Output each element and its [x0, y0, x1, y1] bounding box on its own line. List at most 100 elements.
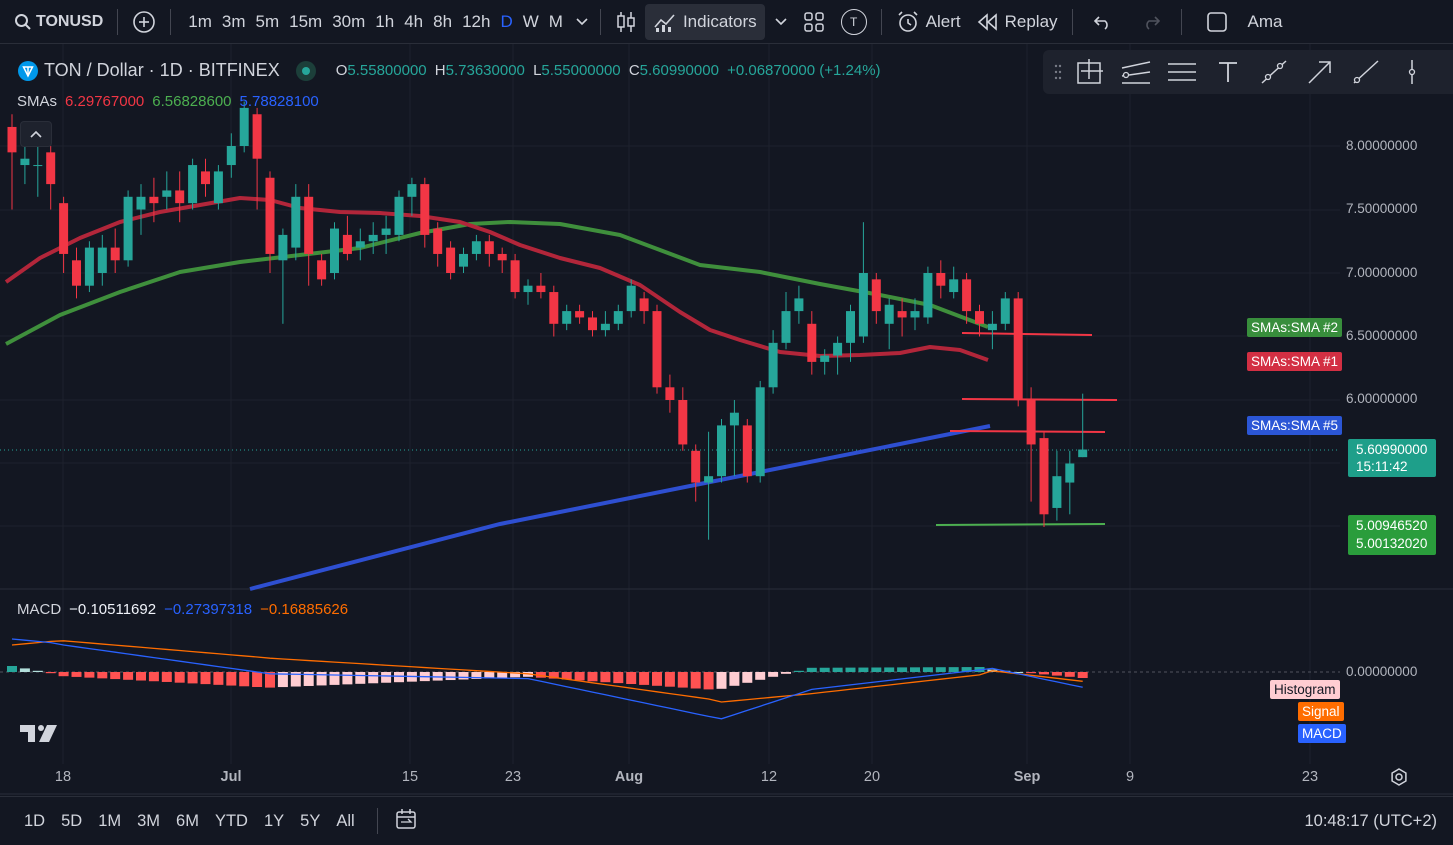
- horizontal-lines-tool[interactable]: [1159, 52, 1205, 92]
- macd-histogram-bar: [71, 672, 82, 677]
- calendar-icon: [394, 807, 418, 831]
- macd-histogram-bar: [716, 672, 727, 689]
- macd-histogram-bar: [703, 672, 714, 690]
- chevron-down-icon[interactable]: [568, 17, 594, 26]
- macd-histogram-bar: [252, 672, 263, 687]
- timeframe-list: 1m 3m 5m 15m 30m 1h 4h 8h 12h D W M: [177, 12, 568, 32]
- symbol-legend: TON / Dollar · 1D · BITFINEX O5.55800000…: [18, 60, 881, 81]
- range-1d[interactable]: 1D: [24, 811, 46, 830]
- alert-button[interactable]: Alert: [888, 4, 969, 40]
- range-3m[interactable]: 3M: [137, 811, 161, 830]
- trend-line-icon: [1259, 58, 1289, 86]
- candle-body: [626, 285, 636, 312]
- trend-line-tool[interactable]: [1251, 52, 1297, 92]
- timeframe-3m[interactable]: 3m: [221, 11, 246, 31]
- timeframe-w[interactable]: W: [522, 11, 539, 31]
- chart-type-button[interactable]: [607, 0, 645, 43]
- range-5y[interactable]: 5Y: [300, 811, 321, 830]
- timeframe-d[interactable]: D: [500, 11, 513, 31]
- range-5d[interactable]: 5D: [61, 811, 83, 830]
- timeframe-1h[interactable]: 1h: [375, 11, 395, 31]
- macd-histogram-bar: [1064, 672, 1075, 677]
- macd-histogram-bar: [793, 670, 804, 672]
- plus-circle-icon: [132, 10, 156, 34]
- layout-button[interactable]: [1188, 0, 1240, 43]
- tradingview-logo[interactable]: [20, 722, 60, 749]
- timeframe-5m[interactable]: 5m: [255, 11, 280, 31]
- redo-button[interactable]: [1127, 0, 1175, 43]
- macd-signal-value: −0.16885626: [260, 601, 349, 618]
- candle-body: [871, 279, 881, 312]
- candle-body: [407, 184, 417, 197]
- timezone-clock[interactable]: 10:48:17 (UTC+2): [1304, 811, 1437, 830]
- timeframe-8h[interactable]: 8h: [433, 11, 453, 31]
- candle-body: [820, 355, 830, 362]
- sma5-series-tag: SMAs:SMA #5: [1247, 416, 1343, 435]
- drag-handle-icon[interactable]: [1049, 63, 1067, 81]
- range-1y[interactable]: 1Y: [263, 811, 285, 830]
- account-menu[interactable]: Ama: [1240, 0, 1291, 43]
- undo-button[interactable]: [1079, 0, 1127, 43]
- divider: [1180, 8, 1182, 35]
- arrow-tool[interactable]: [1297, 52, 1343, 92]
- timeframe-30m[interactable]: 30m: [332, 11, 366, 31]
- trend-channel-tool[interactable]: [1113, 52, 1159, 92]
- candle-body: [1078, 449, 1088, 458]
- crosshair-box-tool[interactable]: [1067, 52, 1113, 92]
- templates-button[interactable]: [795, 0, 833, 43]
- macd-hist-value: −0.10511692: [69, 601, 157, 618]
- timeframe-4h[interactable]: 4h: [404, 11, 424, 31]
- candle-body: [497, 253, 507, 261]
- timeframe-15m[interactable]: 15m: [289, 11, 323, 31]
- text-tool[interactable]: [1205, 52, 1251, 92]
- candle-body: [846, 311, 855, 343]
- indicators-button[interactable]: Indicators: [644, 3, 765, 40]
- alarm-clock-icon: [896, 10, 920, 34]
- candle-body: [962, 279, 972, 312]
- horizontal-ray: [961, 398, 1118, 401]
- timeframe-m[interactable]: M: [548, 11, 563, 31]
- date-range-button[interactable]: [388, 807, 424, 836]
- macd-histogram-bar: [819, 667, 830, 672]
- candle-body: [355, 241, 365, 248]
- macd-line-value: −0.27397318: [164, 601, 253, 618]
- lines-icon: [1166, 60, 1198, 84]
- ray-tool[interactable]: [1343, 52, 1389, 92]
- candle-body: [794, 298, 804, 312]
- axis-settings-button[interactable]: [1389, 767, 1409, 792]
- sma-label[interactable]: SMAs: [17, 93, 58, 110]
- macd-legend: MACD −0.10511692 −0.27397318 −0.16885626: [17, 601, 348, 618]
- timeframe-12h[interactable]: 12h: [462, 11, 491, 31]
- symbol-search[interactable]: TONUSD: [0, 0, 111, 43]
- time-label: 20: [863, 769, 881, 785]
- chevron-down-icon[interactable]: [765, 17, 795, 26]
- drawing-toolbar: [1043, 50, 1453, 94]
- candle-body: [394, 196, 404, 235]
- divider: [1071, 8, 1073, 35]
- candle-body: [949, 279, 959, 293]
- range-1m[interactable]: 1M: [98, 811, 122, 830]
- sma5-line: [249, 424, 991, 591]
- t-badge-button[interactable]: T: [833, 0, 875, 43]
- sma1-value: 6.29767000: [65, 93, 145, 110]
- macd-histogram-bar: [484, 672, 495, 679]
- range-ytd[interactable]: YTD: [214, 811, 248, 830]
- chevron-up-icon: [30, 130, 42, 138]
- chart-canvas[interactable]: [0, 44, 1453, 796]
- candle-body: [175, 190, 185, 204]
- collapse-legend-button[interactable]: [20, 121, 52, 147]
- redo-icon: [1141, 14, 1161, 30]
- candle-body: [768, 342, 778, 388]
- compare-button[interactable]: [124, 0, 164, 43]
- macd-histogram-bar: [97, 672, 108, 679]
- bottom-toolbar: 1D 5D 1M 3M 6M YTD 1Y 5Y All 10:48:17 (UTC+2): [0, 796, 1453, 845]
- range-all[interactable]: All: [336, 811, 355, 830]
- timeframe-1m[interactable]: 1m: [188, 11, 212, 31]
- replay-button[interactable]: Replay: [969, 4, 1066, 40]
- vertical-line-tool[interactable]: [1389, 52, 1435, 92]
- macd-label[interactable]: MACD: [17, 601, 62, 618]
- macd-histogram-bar: [84, 672, 95, 678]
- macd-histogram-bar: [690, 672, 701, 689]
- high-label: H: [434, 62, 446, 79]
- range-6m[interactable]: 6M: [176, 811, 199, 830]
